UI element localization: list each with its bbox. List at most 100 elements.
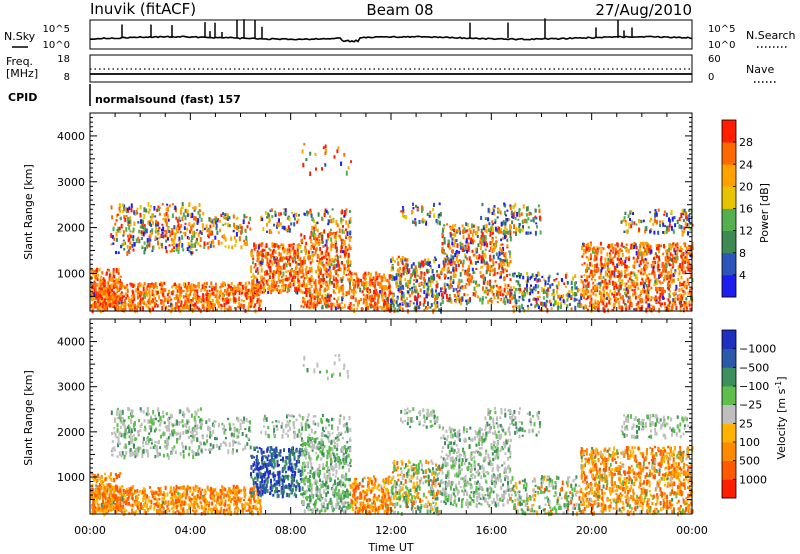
heatmap-cell [504,255,507,260]
heatmap-cell [349,270,351,275]
heatmap-cell [417,293,420,299]
heatmap-cell [316,259,319,262]
heatmap-cell [414,221,417,227]
heatmap-cell [448,259,451,263]
heatmap-cell [290,257,293,260]
heatmap-cell [128,233,131,238]
heatmap-cell [319,287,322,292]
heatmap-cell [250,276,253,279]
heatmap-cell [616,263,619,268]
heatmap-cell [433,308,436,312]
heatmap-cell [112,235,115,240]
heatmap-cell [665,263,668,268]
heatmap-cell [650,249,653,254]
heatmap-cell [133,296,136,302]
heatmap-cell [109,299,112,304]
heatmap-cell [272,248,275,253]
heatmap-cell [109,302,112,308]
heatmap-cell [644,270,647,275]
heatmap-cell [482,286,484,291]
heatmap-cell [381,293,384,297]
heatmap-cell [672,242,675,246]
heatmap-cell [236,287,239,292]
heatmap-cell [669,274,672,280]
heatmap-cell [208,228,211,233]
heatmap-cell [661,290,664,295]
heatmap-cell [602,275,605,279]
heatmap-cell [198,231,201,235]
heatmap-cell [159,283,161,287]
heatmap-cell [100,283,103,288]
heatmap-cell [527,307,530,310]
heatmap-cell [295,270,298,275]
heatmap-cell [370,272,372,277]
heatmap-cell [207,234,210,237]
heatmap-cell [254,263,257,267]
nsky-panel: N.Sky 10^5 10^0 10^5 10^0 N.Search [4,18,796,51]
heatmap-cell [633,221,636,225]
heatmap-cell [466,257,469,261]
heatmap-cell [486,242,489,248]
heatmap-cell [343,242,346,246]
heatmap-cell [443,264,446,268]
heatmap-cell [401,290,404,295]
heatmap-cell [416,304,419,310]
heatmap-cell [379,281,382,285]
heatmap-cell [140,230,143,234]
heatmap-cell [426,289,429,295]
heatmap-cell [187,304,190,309]
heatmap-cell [679,293,681,296]
heatmap-cell [598,290,601,295]
heatmap-cell [534,298,537,301]
heatmap-cell [268,214,271,219]
heatmap-cell [672,273,675,278]
heatmap-cell [361,290,364,294]
heatmap-cell [503,287,506,293]
heatmap-cell [405,282,408,287]
heatmap-cell [642,280,645,285]
heatmap-cell [518,305,521,309]
heatmap-cell [321,304,324,310]
heatmap-cell [519,288,522,293]
heatmap-cell [126,251,129,256]
heatmap-cell [139,205,142,210]
station-title: Inuvik (fitACF) [90,0,196,18]
power-ytick-label: 1000 [57,267,85,280]
heatmap-cell [483,281,486,285]
heatmap-cell [257,251,260,256]
heatmap-cell [690,295,692,301]
heatmap-cell [415,204,417,208]
heatmap-cell [258,288,261,293]
heatmap-cell [425,282,428,286]
heatmap-cell [688,209,691,212]
heatmap-cell [158,207,160,212]
heatmap-cell [365,300,368,304]
heatmap-cell [327,211,329,215]
heatmap-cell [174,282,176,286]
heatmap-cell [340,278,343,283]
heatmap-cell [625,287,628,291]
heatmap-cell [184,215,187,221]
heatmap-cell [499,210,502,215]
nsearch-label: N.Search [746,29,796,42]
heatmap-cell [122,230,125,233]
heatmap-cell [414,285,417,291]
heatmap-cell [411,290,413,295]
heatmap-cell [333,283,336,288]
heatmap-cell [272,283,275,288]
heatmap-cell [486,290,489,294]
heatmap-cell [127,238,130,243]
heatmap-cell [454,273,457,278]
heatmap-cell [404,259,407,262]
heatmap-cell [539,279,542,282]
heatmap-cell [166,203,169,206]
heatmap-cell [339,249,342,253]
heatmap-cell [685,284,688,290]
heatmap-cell [422,260,425,265]
heatmap-cell [313,297,316,300]
heatmap-cell [167,298,169,302]
heatmap-cell [396,268,399,273]
heatmap-cell [176,226,179,232]
heatmap-cell [118,207,121,211]
heatmap-cell [243,299,245,303]
